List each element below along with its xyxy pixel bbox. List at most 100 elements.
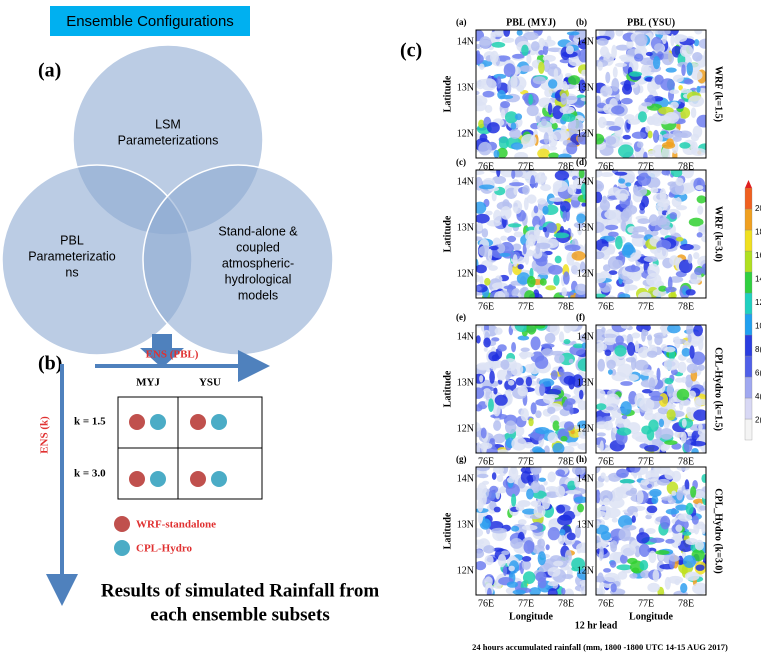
rain-blob	[531, 467, 542, 475]
rain-blob	[543, 480, 548, 486]
rain-blob	[690, 107, 697, 119]
lon-tick: 77E	[518, 598, 534, 609]
map-frame	[475, 466, 587, 596]
header-title: Ensemble Configurations	[66, 13, 234, 30]
rain-blob	[615, 44, 630, 51]
rain-blob	[697, 429, 706, 437]
rain-blob	[505, 374, 510, 382]
rain-blob	[645, 527, 656, 534]
rain-blob	[616, 564, 632, 571]
rain-blob	[554, 255, 562, 264]
colorbar-label: 2(	[755, 416, 761, 425]
rain-blob	[556, 504, 566, 514]
rain-blob	[684, 571, 700, 581]
panel-letter: (e)	[456, 312, 466, 322]
rain-blob	[503, 285, 517, 290]
rain-blob	[571, 557, 586, 571]
rain-blob	[637, 218, 651, 225]
rain-blob	[476, 421, 481, 432]
rain-blob	[698, 224, 706, 235]
rain-blob	[676, 388, 690, 401]
rain-blob	[496, 170, 501, 177]
rain-blob	[554, 170, 570, 181]
rain-blob	[532, 76, 546, 85]
rain-blob	[607, 231, 619, 237]
rain-blob	[506, 389, 512, 395]
map-frame	[595, 29, 707, 159]
rain-blob	[576, 568, 586, 580]
rain-blob	[596, 325, 606, 328]
rain-blob	[493, 149, 500, 158]
rain-blob	[637, 346, 650, 358]
rain-blob	[596, 133, 605, 145]
rain-blob	[695, 564, 705, 571]
rain-blob	[612, 66, 618, 79]
rain-blob	[578, 170, 585, 179]
rain-blob	[522, 243, 527, 255]
rain-blob	[571, 467, 586, 476]
lat-tick: 12N	[457, 268, 474, 279]
rain-blob	[665, 67, 677, 73]
rain-blob	[641, 388, 653, 394]
rain-blob	[525, 239, 531, 250]
rain-blob	[476, 561, 487, 571]
rain-blob	[688, 390, 697, 399]
rain-blob	[500, 359, 510, 370]
rain-blob	[521, 134, 537, 148]
rain-blob	[491, 41, 506, 48]
rain-blob	[661, 52, 674, 66]
column-header: YSU	[199, 377, 221, 389]
rain-blob	[697, 205, 704, 215]
colorbar-step	[744, 355, 753, 378]
rain-blob	[513, 231, 524, 238]
rain-blob	[597, 588, 606, 595]
rain-blob	[479, 275, 484, 286]
rain-blob	[521, 524, 538, 531]
rain-blob	[515, 504, 525, 511]
lon-tick: 77E	[638, 161, 654, 172]
rain-blob	[636, 141, 644, 148]
rain-blob	[501, 550, 510, 556]
rain-blob	[667, 325, 681, 334]
cpl-dot	[211, 414, 227, 430]
rain-blob	[558, 331, 565, 343]
rain-blob	[542, 205, 549, 215]
rain-blob	[521, 559, 531, 571]
rain-blob	[605, 406, 614, 411]
rain-blob	[547, 79, 558, 89]
rain-blob	[692, 51, 703, 62]
rain-blob	[669, 212, 678, 220]
lat-tick: 12N	[457, 128, 474, 139]
rain-blob	[631, 431, 648, 441]
lon-tick: 76E	[478, 598, 494, 609]
rain-blob	[576, 213, 586, 224]
panel-label: (c)	[400, 40, 422, 62]
lat-tick: 14N	[577, 331, 594, 342]
rain-blob	[530, 402, 537, 415]
rain-blob	[658, 134, 663, 143]
rain-blob	[516, 30, 523, 36]
rain-blob	[630, 252, 641, 261]
ens-pbl-label: ENS (PBL)	[146, 349, 199, 361]
rain-blob	[664, 469, 675, 480]
rain-blob	[500, 235, 508, 241]
rain-blob	[682, 531, 692, 536]
rain-blob	[520, 408, 529, 422]
rain-blob	[696, 114, 706, 128]
rain-blob	[477, 498, 484, 513]
rain-blob	[661, 141, 676, 149]
lat-tick: 12N	[577, 423, 594, 434]
wrf-dot	[129, 471, 145, 487]
rain-blob	[561, 587, 566, 595]
rain-blob	[486, 587, 492, 595]
rain-blob	[550, 370, 558, 381]
rain-blob	[518, 351, 535, 358]
rain-blob	[634, 545, 641, 558]
rain-blob	[542, 226, 547, 233]
rain-blob	[647, 130, 653, 139]
rain-blob	[599, 440, 604, 452]
colorbar-label: 14	[755, 275, 761, 284]
rain-blob	[611, 368, 617, 376]
matrix-dots	[114, 414, 227, 556]
